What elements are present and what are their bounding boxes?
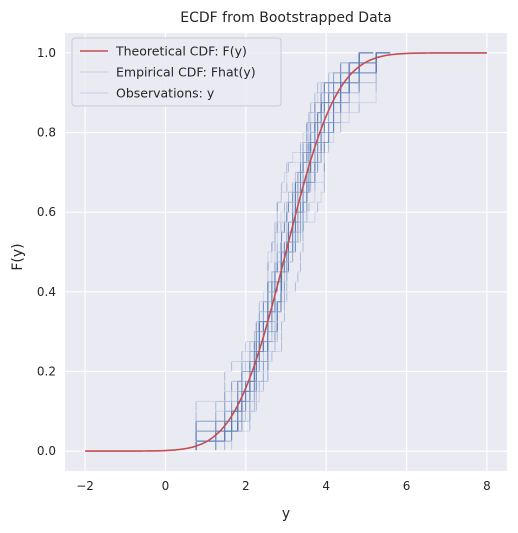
x-tick-label: 6 <box>403 479 411 493</box>
empirical-cdf-line <box>195 52 391 442</box>
empirical-cdf-line <box>195 52 391 442</box>
ecdf-group <box>85 52 487 452</box>
x-tick-label: 2 <box>242 479 250 493</box>
empirical-cdf-line <box>196 52 391 442</box>
empirical-cdf-line <box>196 52 391 442</box>
y-tick-label: 0.4 <box>37 285 56 299</box>
legend-label: Theoretical CDF: F(y) <box>115 44 247 59</box>
legend-box <box>71 37 282 107</box>
empirical-cdf-line <box>195 52 391 442</box>
empirical-cdf-line <box>231 52 374 442</box>
empirical-cdf-line <box>195 52 391 442</box>
empirical-cdf-line <box>196 52 374 442</box>
theoretical-cdf-line <box>85 52 487 452</box>
empirical-cdf-line <box>215 52 391 442</box>
empirical-cdf-line <box>196 52 374 442</box>
empirical-cdf-line <box>215 52 374 442</box>
empirical-cdf-line <box>224 52 391 442</box>
empirical-cdf-line <box>215 52 391 442</box>
x-tick-label: −2 <box>76 479 94 493</box>
empirical-cdf-line <box>196 52 391 442</box>
legend-label: Observations: y <box>116 86 215 101</box>
chart-title: ECDF from Bootstrapped Data <box>180 10 391 26</box>
empirical-cdf-line <box>195 52 391 442</box>
empirical-cdf-line <box>196 52 374 442</box>
y-tick-label: 0.2 <box>37 364 56 378</box>
empirical-cdf-line <box>195 52 391 442</box>
empirical-cdf-line <box>196 52 391 442</box>
y-tick-label: 1.0 <box>37 46 56 60</box>
y-tick-label: 0.8 <box>37 126 56 140</box>
legend: Theoretical CDF: F(y) Empirical CDF: Fhat… <box>71 37 282 107</box>
y-tick-label: 0.6 <box>37 205 56 219</box>
empirical-cdf-line <box>196 52 374 442</box>
x-tick-label: 0 <box>162 479 170 493</box>
empirical-cdf-line <box>195 52 391 442</box>
legend-label: Empirical CDF: Fhat(y) <box>116 65 256 80</box>
empirical-cdf-line <box>196 52 374 442</box>
x-axis-label: y <box>282 506 290 522</box>
y-axis-label: F(y) <box>10 243 26 270</box>
empirical-cdf-line <box>215 52 391 442</box>
y-tick-label: 0.0 <box>37 444 56 458</box>
x-tick-label: 8 <box>483 479 491 493</box>
x-tick-label: 4 <box>322 479 330 493</box>
empirical-cdf-line <box>215 52 391 442</box>
empirical-cdf-line <box>224 52 374 442</box>
